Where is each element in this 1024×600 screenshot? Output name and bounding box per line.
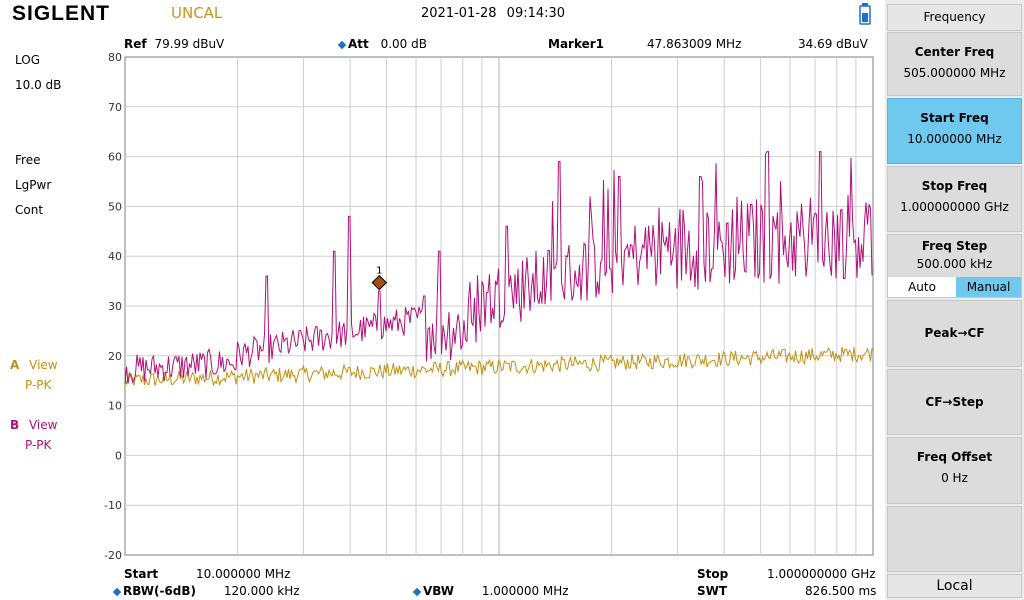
rbw-label: RBW(-6dB) (123, 584, 197, 598)
ref-value: 79.99 dBuV (154, 37, 225, 51)
marker-frequency: 47.863009 MHz (647, 37, 742, 51)
diamond-icon (337, 40, 347, 49)
rbw[interactable]: RBW(-6dB) 120.000 kHz (112, 584, 300, 598)
marker-level: 34.69 dBuV (798, 37, 868, 51)
center-freq-button[interactable]: Center Freq 505.000000 MHz (887, 32, 1022, 96)
brand-logo: SIGLENT (12, 2, 111, 25)
vbw-value: 1.000000 MHz (481, 584, 569, 598)
peak-to-cf-button[interactable]: Peak→CF (887, 300, 1022, 367)
center-freq-value: 505.000000 MHz (903, 66, 1006, 80)
trace-a-detector: P-PK (25, 378, 52, 392)
empty-softkey[interactable] (887, 506, 1022, 572)
y-tick-label: -20 (104, 549, 122, 562)
stop-freq-label: Stop Freq (921, 179, 988, 193)
trace-b-mode: View (28, 418, 58, 432)
ref-label: Ref (124, 37, 147, 51)
freq-offset-value: 0 Hz (941, 471, 968, 485)
freq-offset-label: Freq Offset (916, 450, 993, 464)
trace-a (124, 346, 873, 387)
detector-type: LgPwr (15, 178, 52, 192)
diamond-icon (412, 587, 422, 596)
y-tick-label: 30 (108, 300, 122, 313)
trace-b-indicator[interactable]: B View (10, 418, 57, 432)
marker-label: Marker1 (548, 37, 605, 51)
y-axis-ticks: 80 70 60 50 40 30 20 10 0 -10 -20 (104, 52, 122, 562)
stop-value[interactable]: 1.000000000 GHz (767, 567, 876, 581)
freq-step-button[interactable]: Freq Step 500.000 kHz Auto Manual (887, 234, 1022, 298)
marker-1[interactable]: 1 (371, 266, 388, 291)
rbw-value: 120.000 kHz (223, 584, 300, 598)
menu-title: Frequency (887, 4, 1022, 31)
sweep-mode: Cont (15, 203, 44, 217)
trigger-mode: Free (15, 153, 41, 167)
y-tick-label: -10 (104, 499, 122, 512)
att-label: Att (348, 37, 369, 51)
ref-level[interactable]: Ref 79.99 dBuV (124, 37, 224, 51)
start-freq-label: Start Freq (920, 111, 989, 125)
start-value[interactable]: 10.000000 MHz (196, 567, 291, 581)
stop-freq-button[interactable]: Stop Freq 1.000000000 GHz (887, 166, 1022, 232)
start-freq-button[interactable]: Start Freq 10.000000 MHz (887, 98, 1022, 164)
freq-offset-button[interactable]: Freq Offset 0 Hz (887, 437, 1022, 504)
trace-a-mode: View (29, 358, 58, 372)
local-button[interactable]: Local (887, 574, 1022, 598)
trace-a-letter: A (10, 358, 20, 372)
freq-step-label: Freq Step (921, 239, 988, 253)
stop-freq-value: 1.000000000 GHz (900, 200, 1009, 214)
start-label: Start (124, 567, 159, 581)
y-tick-label: 0 (115, 449, 122, 462)
swt-label: SWT (697, 584, 728, 598)
y-tick-label: 40 (108, 250, 122, 263)
auto-option[interactable]: Auto (888, 277, 956, 297)
vbw-label: VBW (423, 584, 455, 598)
trace-a-indicator[interactable]: A View (10, 358, 58, 372)
marker-diamond-icon (371, 274, 388, 291)
freq-step-value: 500.000 kHz (916, 257, 993, 271)
y-tick-label: 60 (108, 151, 122, 164)
vbw[interactable]: VBW 1.000000 MHz (412, 584, 569, 598)
y-tick-label: 50 (108, 200, 122, 213)
uncal-indicator: UNCAL (171, 4, 223, 22)
y-tick-label: 10 (108, 400, 122, 413)
scale-type: LOG (15, 53, 41, 67)
battery-icon (859, 3, 871, 25)
attenuation[interactable]: Att 0.00 dB (337, 37, 427, 51)
att-value: 0.00 dB (380, 37, 427, 51)
softkey-menu: Frequency Center Freq 505.000000 MHz Sta… (885, 0, 1024, 600)
y-tick-label: 80 (108, 52, 122, 64)
trace-b-detector: P-PK (25, 438, 52, 452)
cf-to-step-button[interactable]: CF→Step (887, 369, 1022, 435)
datetime: 2021-01-28 09:14:30 (421, 6, 566, 21)
start-freq-value: 10.000000 MHz (907, 132, 1002, 146)
grid (124, 56, 874, 556)
scale-div: 10.0 dB (15, 78, 62, 92)
spectrum-display[interactable]: 80 70 60 50 40 30 20 10 0 -10 -20 1 (90, 52, 880, 564)
swt-value[interactable]: 826.500 ms (805, 584, 877, 598)
marker-number: 1 (376, 266, 382, 277)
diamond-icon (112, 587, 122, 596)
manual-option[interactable]: Manual (956, 277, 1021, 297)
trace-b (124, 151, 873, 385)
stop-label: Stop (697, 567, 729, 581)
trace-b-letter: B (10, 418, 20, 432)
center-freq-label: Center Freq (914, 45, 995, 59)
y-tick-label: 20 (108, 350, 122, 363)
y-tick-label: 70 (108, 101, 122, 114)
